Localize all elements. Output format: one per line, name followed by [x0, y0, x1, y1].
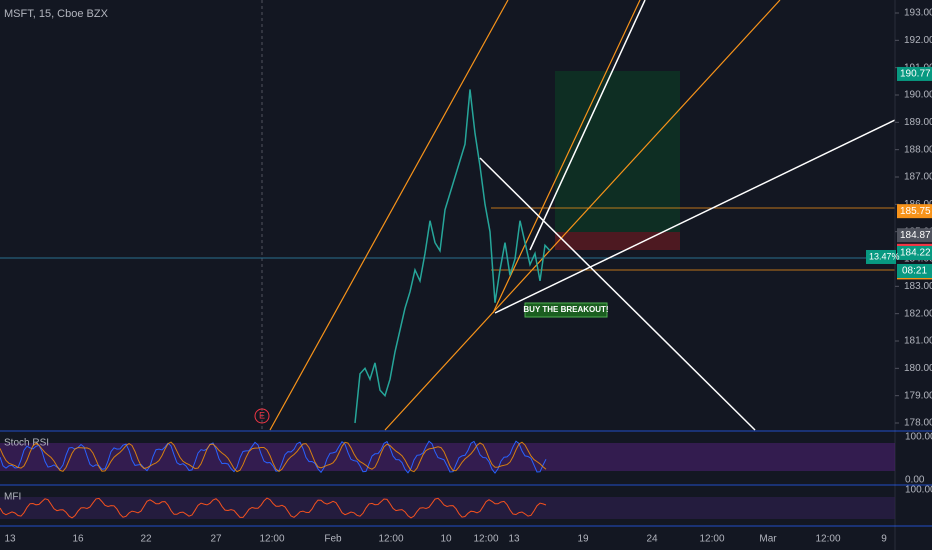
time-label: 12:00: [815, 534, 840, 545]
price-badge-label: 190.77: [900, 69, 931, 80]
price-badge: [897, 228, 932, 243]
trend-line: [494, 119, 896, 314]
mfi-band: [0, 497, 895, 519]
time-label: 12:00: [473, 534, 498, 545]
time-label: 13: [4, 534, 16, 545]
price-label: 187.00: [904, 172, 932, 183]
price-label: 180.00: [904, 363, 932, 374]
price-badge-label: 184.22: [900, 248, 931, 259]
mfi-line: [0, 497, 547, 519]
event-label: E: [259, 410, 265, 420]
event-marker: [254, 408, 270, 424]
time-label: 22: [140, 534, 152, 545]
time-label: 27: [210, 534, 222, 545]
price-label: 193.00: [904, 8, 932, 19]
price-label: 182.00: [904, 308, 932, 319]
stoch-bottom: 0.00: [905, 475, 925, 486]
time-label: 13: [508, 534, 520, 545]
percent-label: 13.47%: [869, 251, 900, 261]
trend-line: [479, 157, 756, 431]
channel-line: [269, 0, 509, 431]
symbol-title: MSFT, 15, Cboe BZX: [4, 8, 109, 20]
price-badge-label: 184.87: [900, 230, 931, 241]
countdown-badge: [897, 263, 932, 278]
percent-badge: [866, 249, 896, 264]
time-label: 12:00: [699, 534, 724, 545]
stoch-label: Stoch RSI: [4, 438, 49, 449]
time-label: 24: [646, 534, 658, 545]
time-label: 10: [440, 534, 452, 545]
time-label: 9: [881, 534, 887, 545]
time-label: Mar: [759, 534, 777, 545]
mfi-top: 100.00: [905, 485, 932, 496]
price-label: 183.00: [904, 281, 932, 292]
mfi-label: MFI: [4, 492, 21, 503]
price-badge: [897, 66, 932, 81]
price-label: 188.00: [904, 144, 932, 155]
channel-line: [384, 0, 781, 431]
price-label: 181.00: [904, 336, 932, 347]
time-label: 19: [577, 534, 589, 545]
time-label: Feb: [324, 534, 342, 545]
price-label: 192.00: [904, 35, 932, 46]
price-badge: [897, 245, 932, 260]
stoch-d: [0, 441, 547, 473]
countdown: 08:21: [902, 266, 927, 277]
price-badge-label: 185.75: [900, 206, 931, 217]
time-label: 12:00: [378, 534, 403, 545]
price-line: [354, 89, 551, 424]
annotation-box: [524, 302, 608, 318]
time-label: 12:00: [259, 534, 284, 545]
stoch-k: [0, 440, 547, 474]
time-label: 16: [72, 534, 84, 545]
price-label: 189.00: [904, 117, 932, 128]
stop-zone: [555, 232, 680, 250]
channel-line: [492, 0, 641, 314]
price-label: 190.00: [904, 90, 932, 101]
trend-line: [529, 0, 646, 251]
stoch-top: 100.00: [905, 432, 932, 443]
price-badge: [897, 204, 932, 219]
price-label: 179.00: [904, 390, 932, 401]
price-label: 178.00: [904, 418, 932, 429]
annotation: BUY THE BREAKOUT!: [523, 305, 608, 314]
